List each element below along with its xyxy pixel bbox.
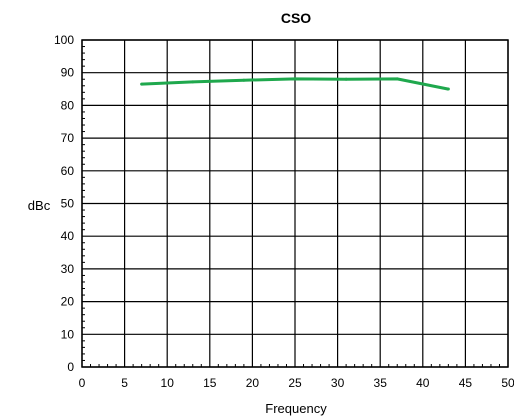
y-tick-label: 0 bbox=[67, 360, 74, 374]
x-tick-label: 5 bbox=[121, 376, 128, 390]
y-tick-label: 60 bbox=[61, 164, 75, 178]
x-tick-label: 20 bbox=[246, 376, 260, 390]
x-tick-label: 30 bbox=[331, 376, 345, 390]
y-tick-label: 90 bbox=[61, 66, 75, 80]
plot-frame bbox=[81, 39, 509, 368]
y-tick-label: 10 bbox=[61, 327, 75, 341]
x-tick-label: 25 bbox=[288, 376, 302, 390]
series bbox=[140, 77, 450, 91]
y-tick-label: 50 bbox=[61, 197, 75, 211]
y-tick-label: 80 bbox=[61, 98, 75, 112]
x-tick-label: 35 bbox=[374, 376, 388, 390]
data-point bbox=[446, 87, 450, 91]
data-point bbox=[293, 77, 297, 81]
x-tick-label: 50 bbox=[501, 376, 514, 390]
data-point bbox=[191, 80, 195, 84]
y-tick-label: 100 bbox=[54, 33, 74, 47]
x-tick-label: 10 bbox=[161, 376, 175, 390]
chart-title: CSO bbox=[281, 10, 311, 26]
data-point bbox=[140, 82, 144, 86]
data-point bbox=[395, 77, 399, 81]
y-tick-label: 30 bbox=[61, 262, 75, 276]
x-axis-title: Frequency bbox=[265, 401, 327, 416]
x-tick-labels: 0 5 10 15 20 25 30 35 40 45 50 bbox=[79, 376, 514, 390]
y-tick-label: 20 bbox=[61, 295, 75, 309]
x-tick-label: 0 bbox=[79, 376, 86, 390]
y-tick-label: 40 bbox=[61, 229, 75, 243]
y-tick-label: 70 bbox=[61, 131, 75, 145]
x-tick-label: 45 bbox=[459, 376, 473, 390]
x-tick-label: 15 bbox=[203, 376, 217, 390]
data-point bbox=[344, 77, 348, 81]
minor-ticks bbox=[82, 46, 500, 367]
x-tick-label: 40 bbox=[416, 376, 430, 390]
data-point bbox=[242, 78, 246, 82]
y-tick-labels: 0 10 20 30 40 50 60 70 80 90 100 bbox=[54, 33, 74, 374]
y-axis-title: dBc bbox=[28, 198, 51, 213]
